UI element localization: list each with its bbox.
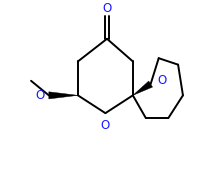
Polygon shape — [49, 92, 78, 99]
Polygon shape — [133, 81, 153, 95]
Text: O: O — [36, 89, 45, 102]
Text: O: O — [101, 119, 110, 132]
Text: O: O — [102, 2, 112, 15]
Text: O: O — [157, 74, 166, 87]
